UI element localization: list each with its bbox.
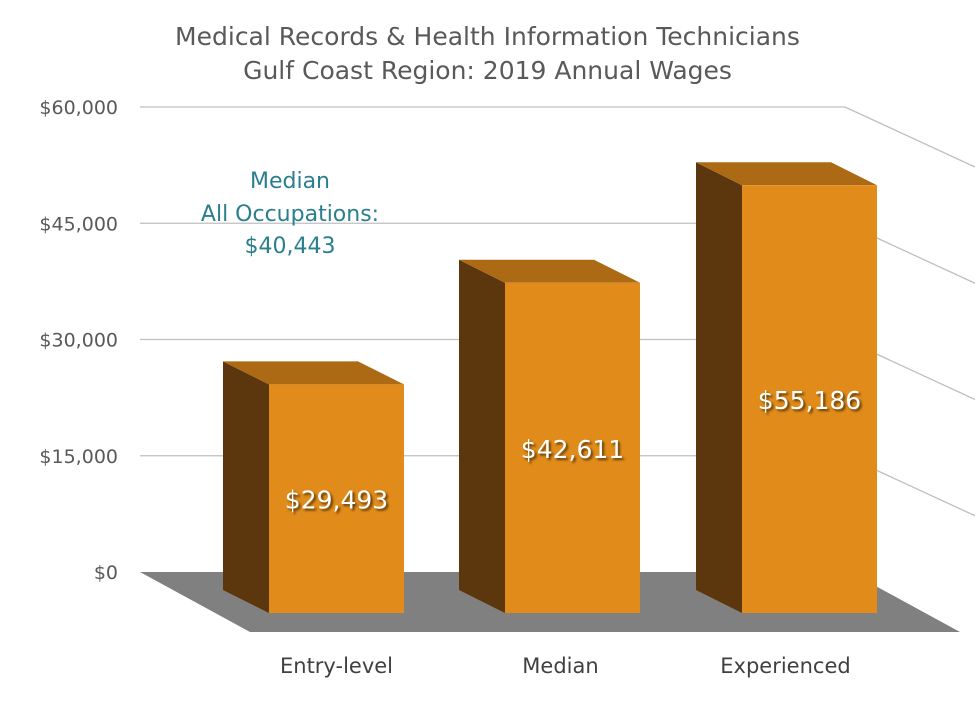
x-tick-label: Experienced [720,654,850,678]
bar-side [223,361,269,613]
chart-subtitle: Gulf Coast Region: 2019 Annual Wages [243,56,732,85]
chart-title: Medical Records & Health Information Tec… [175,22,800,51]
y-tick-label: $15,000 [39,446,118,468]
y-tick-label: $30,000 [39,330,118,352]
annotation-line-2: All Occupations: [200,202,380,227]
y-tick-label: $0 [94,562,118,584]
annotation-line-1: Median [249,169,331,194]
gridline-side [844,106,975,168]
bar-top [223,361,404,385]
data-label: $42,611 [521,435,624,464]
data-label: $29,493 [285,486,388,515]
x-tick-label: Entry-level [280,654,393,678]
bar [742,185,877,613]
bar [505,282,640,613]
bar-side [459,259,505,613]
bar-top [459,259,640,283]
y-tick-label: $45,000 [39,213,118,235]
bar-side [696,162,742,613]
x-tick-label: Median [522,654,598,678]
bar [269,384,404,613]
data-label: $55,186 [758,386,861,415]
annotation-line-3: $40,443 [244,234,336,259]
bar-top [696,162,877,186]
y-tick-label: $60,000 [39,97,118,119]
